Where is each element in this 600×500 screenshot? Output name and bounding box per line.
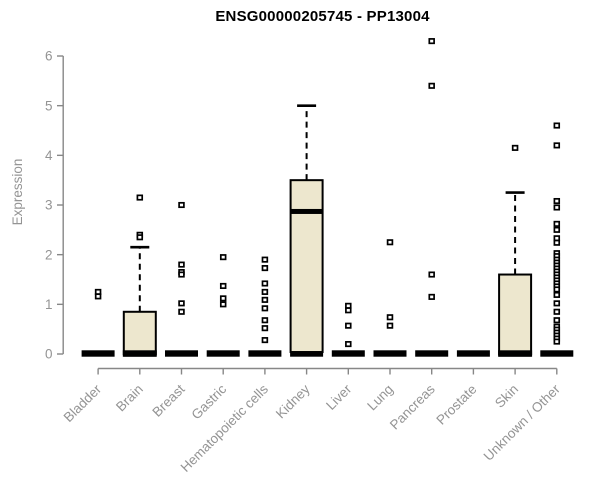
- outlier-point: [553, 308, 561, 315]
- boxplot-gastric: [206, 254, 240, 357]
- outlier-point: [261, 305, 269, 312]
- zero-median-bar: [373, 350, 407, 357]
- outlier-point: [261, 288, 269, 295]
- x-tick-label: Breast: [149, 381, 187, 419]
- outlier-point: [428, 82, 435, 89]
- iqr-box: [122, 310, 157, 356]
- outlier-point: [261, 317, 269, 324]
- chart-root: 0 1 2 3 4 5 6 Bladder Brain Breast GastricHematopo…: [45, 38, 574, 475]
- outlier-point: [553, 291, 561, 298]
- y-tick-label: 6: [45, 49, 53, 64]
- outlier-point: [428, 38, 435, 45]
- x-tick-label: Bladder: [61, 381, 105, 425]
- chart-title: ENSG00000205745 - PP13004: [215, 8, 430, 25]
- outlier-point: [261, 265, 269, 272]
- outlier-point: [219, 254, 227, 261]
- outlier-point: [178, 308, 185, 315]
- outlier-point: [553, 286, 561, 293]
- zero-median-bar: [540, 350, 574, 357]
- y-tick-label: 1: [45, 297, 53, 312]
- boxplot-prostate: [456, 350, 490, 357]
- outlier-point: [219, 295, 227, 302]
- outlier-point: [553, 239, 561, 246]
- zero-median-bar: [415, 350, 449, 357]
- outlier-point: [136, 194, 144, 201]
- outlier-point: [136, 234, 144, 241]
- boxplot-skin: [498, 144, 533, 357]
- outlier-point: [94, 293, 102, 300]
- boxplot-kidney: [289, 104, 324, 357]
- y-axis: 0 1 2 3 4 5 6: [45, 49, 64, 362]
- outlier-point: [261, 256, 269, 263]
- zero-median-bar: [81, 350, 115, 357]
- outlier-point: [386, 239, 394, 246]
- outlier-point: [178, 300, 185, 307]
- x-tick-label: Unknown / Other: [481, 381, 564, 464]
- outlier-point: [345, 341, 352, 348]
- median-line: [122, 350, 157, 357]
- boxplot-breast: [165, 201, 198, 357]
- outlier-point: [261, 325, 269, 332]
- x-tick-label: Skin: [492, 382, 521, 411]
- boxplot-lung: [373, 239, 407, 357]
- outlier-point: [428, 271, 435, 278]
- y-tick-label: 2: [45, 247, 53, 262]
- outlier-point: [553, 197, 561, 205]
- median-line: [290, 208, 323, 214]
- x-tick-label: Lung: [364, 382, 396, 414]
- x-tick-label: Brain: [113, 382, 146, 415]
- boxplot-liver: [331, 302, 365, 357]
- zero-median-bar: [206, 350, 240, 357]
- outlier-point: [386, 322, 394, 329]
- y-tick-label: 0: [45, 347, 53, 362]
- zero-median-bar: [248, 350, 282, 357]
- boxplot-unknown-other: [540, 122, 574, 357]
- boxplot-pancreas: [415, 38, 449, 357]
- y-tick-label: 3: [45, 198, 53, 213]
- outlier-point: [553, 122, 561, 129]
- x-tick-label: Kidney: [273, 381, 313, 421]
- y-tick-label: 4: [45, 148, 53, 163]
- outlier-point: [261, 280, 269, 287]
- outlier-point: [386, 314, 394, 321]
- outlier-point: [261, 337, 269, 344]
- outlier-point: [553, 220, 561, 227]
- zero-median-bar: [290, 350, 324, 357]
- outlier-point: [178, 261, 185, 268]
- y-tick-label: 5: [45, 98, 53, 113]
- outlier-point: [345, 307, 352, 314]
- iqr-box: [498, 273, 533, 355]
- x-tick-label: Gastric: [188, 381, 229, 422]
- outlier-point: [553, 226, 561, 233]
- outlier-point: [219, 301, 227, 308]
- outlier-point: [428, 293, 435, 300]
- zero-median-bar: [165, 350, 198, 357]
- outlier-point: [178, 271, 185, 278]
- y-axis-label: Expression: [10, 159, 25, 226]
- outlier-point: [553, 142, 561, 149]
- iqr-box: [289, 179, 324, 354]
- outlier-point: [511, 144, 519, 151]
- boxplot-bladder: [81, 288, 115, 357]
- outlier-point: [219, 282, 227, 290]
- outlier-point: [345, 322, 352, 329]
- outlier-point: [178, 201, 185, 209]
- median-line: [498, 350, 533, 357]
- x-tick-label: Pancreas: [387, 381, 438, 432]
- boxplot-hematopoietic-cells: [248, 256, 282, 357]
- zero-median-bar: [456, 350, 490, 357]
- outlier-point: [553, 338, 561, 345]
- x-tick-label: Liver: [323, 381, 355, 413]
- boxplot-brain: [122, 194, 157, 357]
- outlier-point: [553, 317, 561, 324]
- x-tick-label: Prostate: [433, 382, 479, 428]
- outlier-point: [553, 204, 561, 211]
- outlier-point: [261, 296, 269, 303]
- zero-median-bar: [331, 350, 365, 357]
- outlier-point: [553, 300, 561, 307]
